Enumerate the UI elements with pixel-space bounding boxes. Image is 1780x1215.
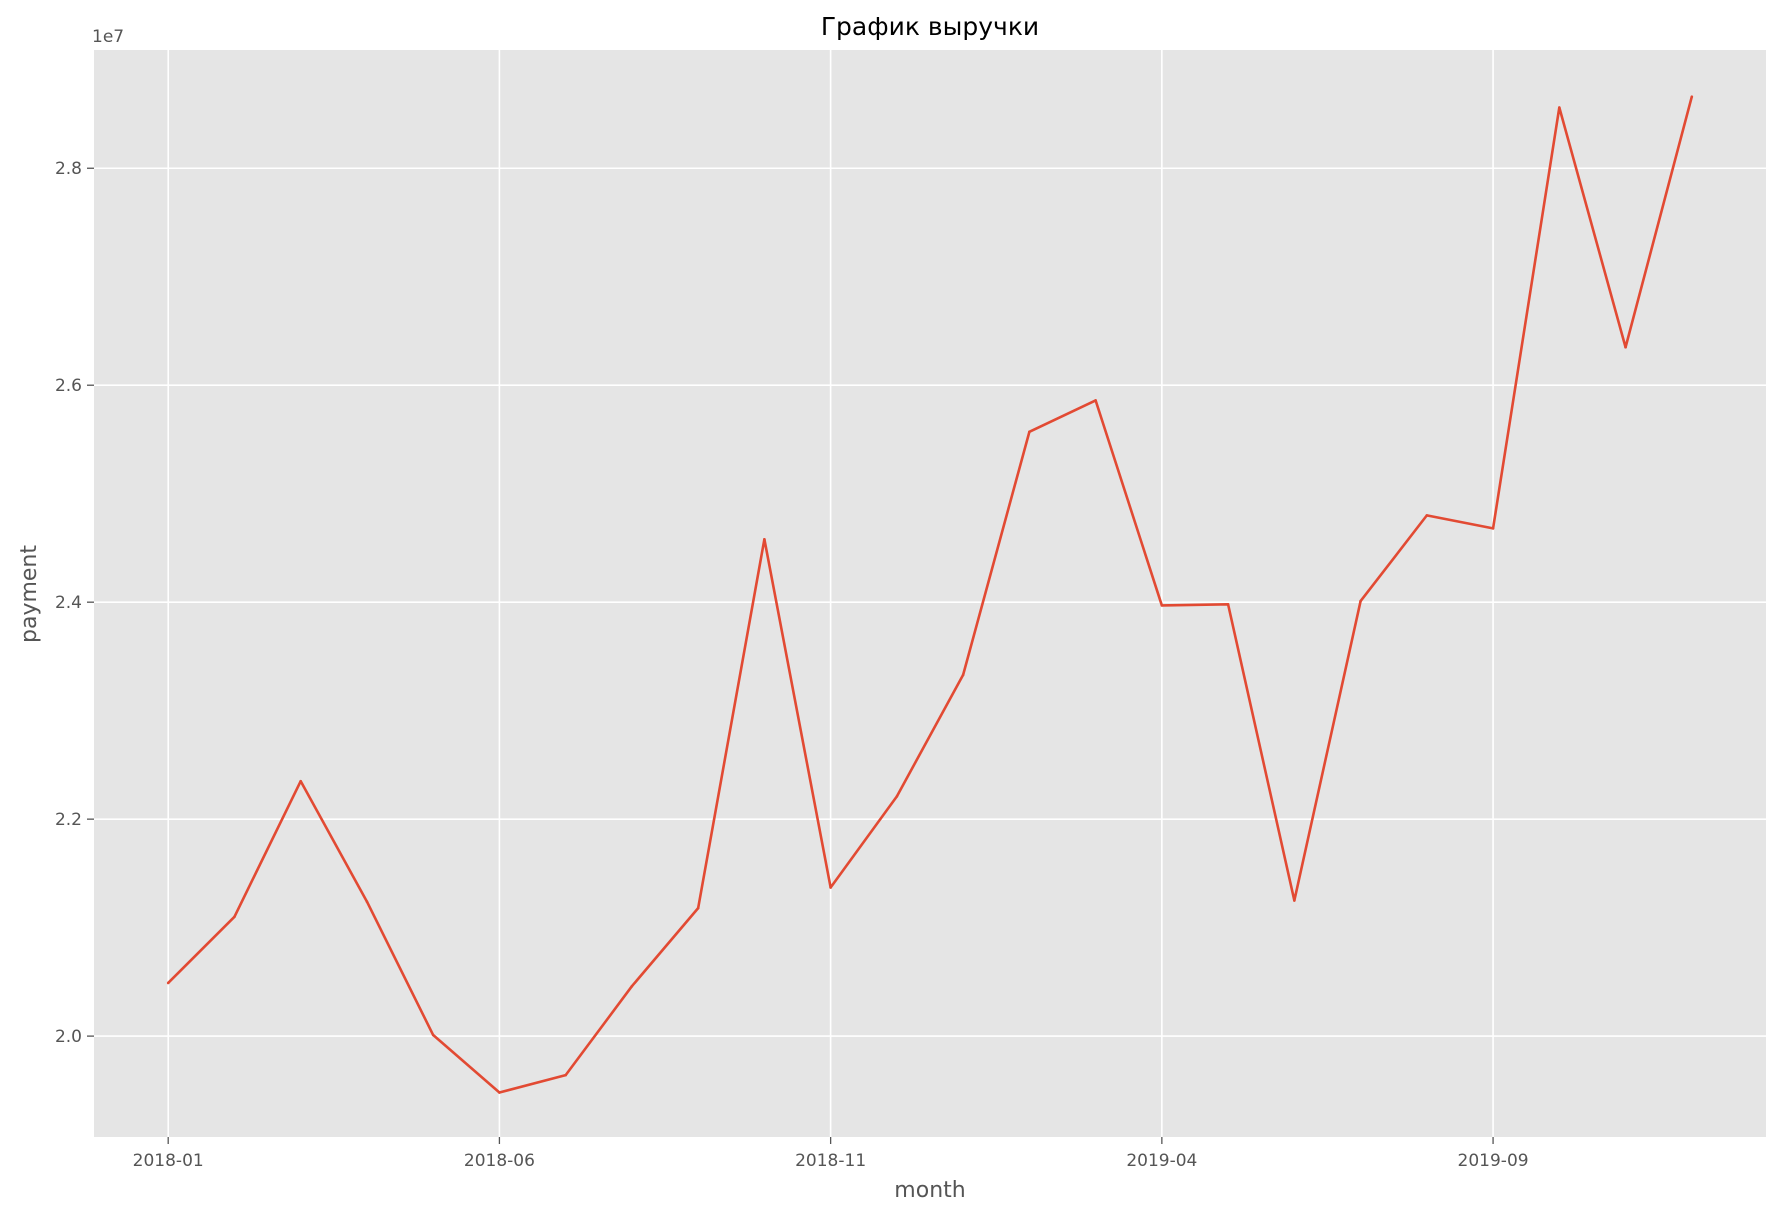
data-point (763, 537, 766, 541)
data-point (431, 1033, 435, 1037)
data-point (1624, 345, 1627, 349)
data-point (1425, 514, 1429, 517)
data-point (1226, 603, 1230, 606)
data-point (1028, 430, 1031, 434)
data-point (365, 900, 369, 903)
series-layer (166, 95, 1694, 1094)
y-axis-ticks: 2.0 2.2 2.4 2.6 2.8 (55, 159, 94, 1047)
chart-title: График выручки (821, 12, 1039, 41)
data-point (498, 1091, 501, 1094)
data-point (696, 906, 700, 910)
y-tick-label: 2.2 (55, 810, 82, 830)
x-tick-label: 2018-11 (795, 1151, 866, 1171)
data-point (961, 673, 965, 677)
data-point (166, 981, 170, 985)
plot-area (94, 50, 1766, 1137)
data-point (1359, 599, 1362, 603)
y-tick-label: 2.6 (55, 376, 82, 396)
x-tick-label: 2018-06 (464, 1151, 535, 1171)
data-point (1690, 95, 1694, 98)
data-point (829, 886, 832, 889)
data-point (1094, 399, 1097, 402)
data-point (1293, 899, 1296, 902)
x-axis-label: month (894, 1178, 965, 1203)
data-point (630, 984, 634, 988)
x-tick-label: 2018-01 (133, 1151, 204, 1171)
series-line-payment (167, 96, 1694, 1094)
x-tick-label: 2019-04 (1126, 1151, 1197, 1171)
data-point (564, 1073, 567, 1077)
y-tick-label: 2.0 (55, 1027, 82, 1047)
y-axis-label: payment (17, 545, 42, 643)
x-tick-label: 2019-09 (1458, 1151, 1529, 1171)
data-point (1558, 106, 1561, 109)
data-point (1160, 604, 1164, 607)
grid-lines (94, 50, 1766, 1137)
data-point (233, 915, 236, 919)
data-point (1491, 527, 1495, 530)
x-axis-ticks: 2018-01 2018-06 2018-11 2019-04 2019-09 (133, 1137, 1529, 1171)
y-tick-label: 2.4 (55, 593, 82, 613)
y-offset-label: 1e7 (92, 27, 124, 47)
data-point (895, 795, 899, 798)
data-point (299, 779, 302, 783)
y-tick-label: 2.8 (55, 159, 82, 179)
